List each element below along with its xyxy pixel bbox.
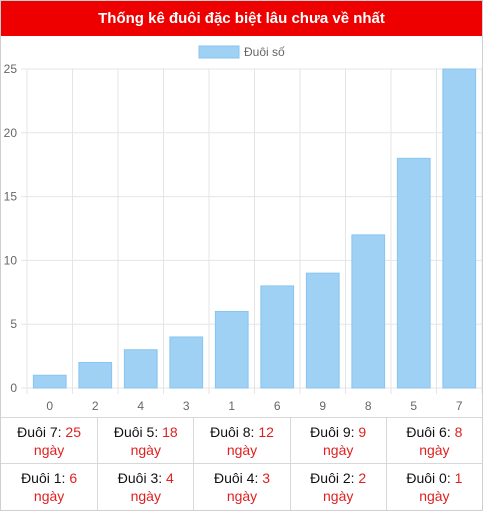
legend-label: Đuôi số	[244, 45, 285, 59]
stat-value: 6	[69, 470, 78, 486]
stat-unit: ngày	[130, 488, 161, 504]
bar	[351, 234, 386, 389]
stat-value: 25	[65, 424, 81, 440]
stat-label: Đuôi 3:	[117, 470, 163, 486]
stat-cell: Đuôi 9: 9 ngày	[289, 417, 386, 463]
stat-value: 12	[258, 424, 274, 440]
bar	[260, 285, 295, 389]
stat-value: 9	[358, 424, 367, 440]
stat-cell: Đuôi 2: 2 ngày	[289, 463, 386, 510]
x-tick-label: 7	[456, 399, 463, 413]
stat-unit: ngày	[323, 488, 354, 504]
y-tick-label: 0	[10, 381, 17, 395]
stat-label: Đuôi 8:	[210, 424, 255, 440]
x-tick-label: 1	[228, 399, 235, 413]
stat-value: 3	[262, 470, 271, 486]
bar	[305, 272, 340, 389]
y-tick-label: 15	[4, 190, 18, 204]
stat-cell: Đuôi 3: 4 ngày	[97, 463, 194, 510]
stat-label: Đuôi 7:	[17, 424, 62, 440]
stat-unit: ngày	[226, 488, 258, 504]
y-tick-label: 5	[10, 317, 17, 331]
stat-cell: Đuôi 7: 25 ngày	[1, 417, 98, 463]
bar	[78, 361, 113, 389]
stat-value: 8	[454, 424, 463, 440]
legend-swatch	[198, 45, 240, 59]
stat-cell: Đuôi 8: 12 ngày	[193, 417, 290, 463]
x-tick-label: 8	[365, 399, 372, 413]
stat-label: Đuôi 1:	[21, 470, 66, 486]
stat-cell: Đuôi 5: 18 ngày	[97, 417, 194, 463]
panel-title: Thống kê đuôi đặc biệt lâu chưa về nhất	[1, 1, 482, 36]
stat-cell: Đuôi 0: 1 ngày	[385, 463, 482, 510]
stat-label: Đuôi 4:	[213, 470, 259, 486]
bar-chart: 0 5 10 15 20 25 Đuôi số 0 2 4 3 1 6 9 8 5 7	[4, 45, 482, 413]
x-tick-label: 5	[410, 399, 417, 413]
stat-value: 2	[358, 470, 367, 486]
stat-cell: Đuôi 6: 8 ngày	[385, 417, 482, 463]
stat-unit: ngày	[33, 488, 65, 504]
y-tick-label: 20	[4, 126, 18, 140]
stat-unit: ngày	[323, 442, 354, 458]
stats-table: Đuôi 7: 25 ngày Đuôi 5: 18 ngày Đuôi 8: 12 ng…	[1, 417, 482, 510]
x-tick-label: 9	[319, 399, 326, 413]
stat-unit: ngày	[130, 442, 161, 458]
stat-value: 18	[162, 424, 178, 440]
stat-value: 4	[166, 470, 174, 486]
bar	[214, 310, 249, 389]
x-tick-label: 0	[46, 399, 53, 413]
stat-label: Đuôi 2:	[310, 470, 355, 486]
stat-label: Đuôi 5:	[113, 424, 159, 440]
bar	[396, 157, 431, 389]
bar	[169, 336, 204, 389]
x-tick-label: 3	[183, 399, 190, 413]
bar	[32, 374, 67, 389]
stat-unit: ngày	[33, 442, 65, 458]
stat-cell: Đuôi 1: 6 ngày	[1, 463, 98, 510]
stat-label: Đuôi 6:	[406, 424, 451, 440]
bar	[442, 68, 477, 389]
stat-unit: ngày	[226, 442, 258, 458]
stat-cell: Đuôi 4: 3 ngày	[193, 463, 290, 510]
stat-value: 1	[454, 470, 463, 486]
bar	[123, 349, 158, 389]
stat-label: Đuôi 0:	[406, 470, 451, 486]
stat-unit: ngày	[419, 442, 450, 458]
stat-unit: ngày	[419, 488, 450, 504]
x-tick-label: 2	[92, 399, 99, 413]
y-tick-label: 25	[4, 62, 18, 76]
x-tick-label: 6	[274, 399, 281, 413]
x-tick-label: 4	[137, 399, 144, 413]
y-tick-label: 10	[4, 253, 18, 267]
stat-label: Đuôi 9:	[310, 424, 355, 440]
